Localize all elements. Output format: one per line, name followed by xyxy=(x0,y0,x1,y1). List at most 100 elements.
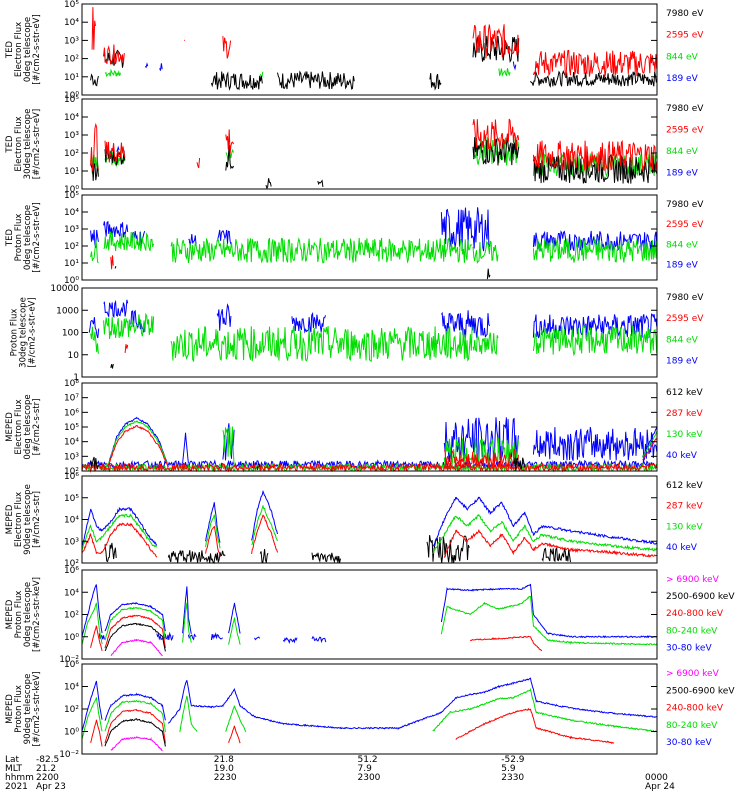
series-segment-3 xyxy=(472,240,499,264)
footer-mlt: 7.9 xyxy=(358,764,373,774)
legend-entry: 189 eV xyxy=(666,357,699,367)
series-segment-6 xyxy=(532,313,658,339)
legend-entry: 7980 eV xyxy=(666,9,704,19)
series-2 xyxy=(81,447,657,473)
footer-hhmm: 2200 xyxy=(36,773,59,783)
legend-entry: > 6900 keV xyxy=(666,575,720,585)
series-0 xyxy=(98,631,327,645)
series-segment-1 xyxy=(167,550,226,565)
series-segment-5 xyxy=(541,546,571,563)
panel-frame xyxy=(81,194,658,281)
y-axis-title-line: 30deg telescope xyxy=(23,109,33,180)
curve-8 xyxy=(228,617,241,645)
series-segment-1 xyxy=(103,231,155,252)
series-segment-5 xyxy=(282,637,298,645)
series-segment-2 xyxy=(259,548,269,564)
legend-entry: 287 keV xyxy=(666,502,703,512)
y-tick-label: 10⁴ xyxy=(64,516,79,526)
y-tick-label: 10³ xyxy=(64,131,79,141)
series-segment-1 xyxy=(222,426,235,466)
curve-4 xyxy=(440,583,658,639)
panel-frame xyxy=(81,3,658,96)
y-axis-title-line: Electron Flux xyxy=(14,399,24,454)
series-3 xyxy=(90,456,525,471)
legend-entry: 189 eV xyxy=(666,74,699,84)
series-segment-0 xyxy=(90,73,99,87)
panel-frame xyxy=(81,569,658,660)
panel-frame xyxy=(81,287,658,378)
y-tick-label: 10 xyxy=(68,351,80,361)
legend-entry: > 6900 keV xyxy=(666,669,720,679)
y-axis-title-line: [#/cm2-s-str] xyxy=(32,491,42,548)
series-segment-0 xyxy=(81,462,657,473)
curve-11 xyxy=(104,614,166,649)
series-segment-2 xyxy=(512,457,525,471)
curve-6 xyxy=(225,705,247,733)
series-segment-0 xyxy=(110,363,114,369)
series-1 xyxy=(144,61,517,71)
series-segment-2 xyxy=(443,437,519,467)
plot-area xyxy=(81,490,658,565)
panel-frame xyxy=(81,663,658,755)
legend-entry: 7980 eV xyxy=(666,104,704,114)
legend-entry: 189 eV xyxy=(666,168,699,178)
legend-entry: 2500-6900 keV xyxy=(666,592,735,602)
series-segment-0 xyxy=(144,62,149,69)
series-segment-3 xyxy=(188,234,197,246)
series-segment-2 xyxy=(498,68,511,78)
y-tick-label: 10⁻² xyxy=(59,655,79,665)
y-tick-label: 1 xyxy=(73,373,79,383)
panel-6: 10² 10³ 10⁴ 10⁵ 10⁶ MEPED Electron Flux 90deg t… xyxy=(5,472,703,569)
y-axis-title-line: Electron Flux xyxy=(14,22,24,77)
footer-hhmm: 2230 xyxy=(214,773,237,783)
y-axis-title-line: [#/cm2-s-str-keV] xyxy=(32,577,42,652)
series-segment-4 xyxy=(472,118,520,151)
series-segment-2 xyxy=(210,71,263,91)
y-axis-title-line: MEPED xyxy=(5,504,15,534)
curve-2 xyxy=(182,586,192,634)
legend-entry: 240-800 keV xyxy=(666,704,724,714)
series-segment-0 xyxy=(90,326,99,354)
footer-hhmm: 0000 xyxy=(645,773,668,783)
curve-9 xyxy=(205,526,221,558)
footer-row-label: 2021 xyxy=(5,782,28,792)
y-tick-label: 10² xyxy=(64,467,79,477)
series-segment-4 xyxy=(429,73,442,91)
series-0 xyxy=(81,417,658,470)
y-tick-label: 10⁶ xyxy=(64,408,79,418)
series-segment-2 xyxy=(512,61,517,71)
y-axis-title-line: MEPED xyxy=(5,599,15,629)
y-axis-title-line: TED xyxy=(5,40,15,59)
y-tick-label: 10⁷ xyxy=(64,394,79,404)
series-segment-3 xyxy=(311,552,341,564)
y-axis-title-line: Proton Flux xyxy=(10,309,20,357)
curve-2 xyxy=(167,677,658,731)
series-segment-1 xyxy=(259,71,264,78)
y-tick-label: 10² xyxy=(64,611,79,621)
series-segment-3 xyxy=(265,178,272,190)
curve-3 xyxy=(432,496,658,547)
y-tick-label: 10⁶ xyxy=(64,566,79,576)
legend-entry: 40 keV xyxy=(666,543,698,553)
curve-2 xyxy=(107,424,169,467)
plot-area xyxy=(90,207,658,280)
legend-entry: 7980 eV xyxy=(666,200,704,210)
footer-row-label: hhmm xyxy=(5,773,34,783)
panel-2: 10⁰ 10¹ 10² 10³ 10⁴ 10⁵ TED Electron Flux 30deg … xyxy=(5,95,704,195)
curve-5 xyxy=(179,695,198,733)
legend-entry: 844 eV xyxy=(666,147,699,157)
y-axis-title-line: [#/cm2-s-str-keV] xyxy=(32,672,42,747)
y-axis-title-line: 90deg telescope xyxy=(23,674,33,745)
y-axis-title-line: Proton Flux xyxy=(14,685,24,733)
curve-11 xyxy=(455,707,615,744)
legend-entry: 2595 eV xyxy=(666,125,704,135)
y-tick-label: 10⁵ xyxy=(64,423,79,433)
y-tick-label: 10³ xyxy=(64,225,79,235)
y-axis-title-line: [#/cm2-s-str-eV] xyxy=(32,109,42,179)
series-segment-6 xyxy=(530,69,657,88)
y-tick-label: 100 xyxy=(62,329,79,339)
series-segment-3 xyxy=(225,129,234,154)
series-segment-0 xyxy=(91,7,96,50)
